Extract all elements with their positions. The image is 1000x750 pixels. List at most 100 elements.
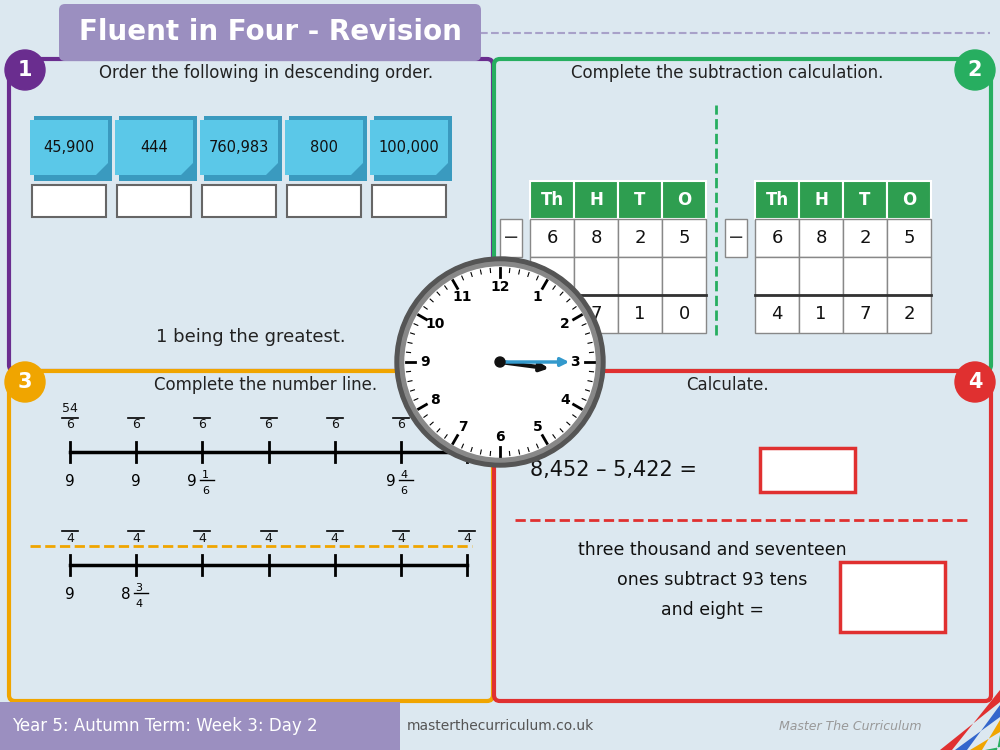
Text: 4: 4 bbox=[265, 532, 272, 544]
Text: 9: 9 bbox=[420, 355, 430, 369]
Text: 8: 8 bbox=[590, 229, 602, 247]
Text: 2: 2 bbox=[634, 229, 646, 247]
Text: 4: 4 bbox=[198, 532, 206, 544]
Text: 4: 4 bbox=[132, 532, 140, 544]
Text: Th: Th bbox=[540, 191, 564, 209]
Bar bbox=[799, 295, 843, 333]
Text: 12: 12 bbox=[490, 280, 510, 294]
Text: 4: 4 bbox=[771, 305, 783, 323]
Bar bbox=[662, 219, 706, 257]
Polygon shape bbox=[96, 163, 108, 175]
Text: 1: 1 bbox=[815, 305, 827, 323]
Text: H: H bbox=[814, 191, 828, 209]
Text: 11: 11 bbox=[453, 290, 472, 304]
Text: 8: 8 bbox=[430, 392, 440, 406]
Bar bbox=[755, 219, 799, 257]
Bar bbox=[618, 295, 662, 333]
Bar bbox=[618, 257, 662, 295]
Bar bbox=[200, 120, 278, 175]
Text: 5: 5 bbox=[903, 229, 915, 247]
Circle shape bbox=[405, 267, 595, 457]
Bar bbox=[287, 185, 361, 217]
Bar bbox=[840, 562, 945, 632]
Text: 4: 4 bbox=[397, 532, 405, 544]
Text: 2: 2 bbox=[903, 305, 915, 323]
Bar bbox=[887, 219, 931, 257]
Bar bbox=[755, 295, 799, 333]
Text: 8: 8 bbox=[121, 587, 131, 602]
Text: O: O bbox=[902, 191, 916, 209]
Text: 7: 7 bbox=[590, 305, 602, 323]
Bar bbox=[574, 219, 618, 257]
Text: 4: 4 bbox=[560, 392, 570, 406]
Circle shape bbox=[955, 362, 995, 402]
Text: 1 being the greatest.: 1 being the greatest. bbox=[156, 328, 346, 346]
Text: O: O bbox=[677, 191, 691, 209]
Text: 760,983: 760,983 bbox=[209, 140, 269, 155]
Bar bbox=[574, 181, 618, 219]
Circle shape bbox=[395, 257, 605, 467]
Text: H: H bbox=[589, 191, 603, 209]
Polygon shape bbox=[955, 705, 1000, 750]
Text: 10: 10 bbox=[425, 317, 445, 332]
Text: Order the following in descending order.: Order the following in descending order. bbox=[99, 64, 433, 82]
Polygon shape bbox=[436, 163, 448, 175]
Bar bbox=[115, 120, 193, 175]
Text: ones subtract 93 tens: ones subtract 93 tens bbox=[617, 571, 808, 589]
Text: 2: 2 bbox=[859, 229, 871, 247]
Bar bbox=[34, 116, 112, 181]
Text: 6: 6 bbox=[771, 229, 783, 247]
Text: 3: 3 bbox=[136, 583, 143, 593]
Text: Year 5: Autumn Term: Week 3: Day 2: Year 5: Autumn Term: Week 3: Day 2 bbox=[12, 717, 318, 735]
Text: 54: 54 bbox=[62, 401, 78, 415]
Text: 2: 2 bbox=[560, 317, 570, 332]
Text: 7: 7 bbox=[859, 305, 871, 323]
Bar bbox=[372, 185, 446, 217]
Bar bbox=[574, 295, 618, 333]
Text: 8: 8 bbox=[815, 229, 827, 247]
Text: 3: 3 bbox=[546, 305, 558, 323]
Bar bbox=[843, 219, 887, 257]
Text: and eight =: and eight = bbox=[661, 601, 764, 619]
Circle shape bbox=[5, 50, 45, 90]
Circle shape bbox=[400, 262, 600, 462]
Text: 6: 6 bbox=[202, 486, 209, 496]
Text: Complete the subtraction calculation.: Complete the subtraction calculation. bbox=[571, 64, 884, 82]
Text: Calculate.: Calculate. bbox=[686, 376, 769, 394]
Bar bbox=[530, 295, 574, 333]
Polygon shape bbox=[985, 735, 1000, 750]
Text: 1: 1 bbox=[18, 60, 32, 80]
Bar bbox=[202, 185, 276, 217]
Bar bbox=[662, 181, 706, 219]
Circle shape bbox=[495, 357, 505, 367]
Text: 6: 6 bbox=[198, 419, 206, 431]
Text: 4: 4 bbox=[136, 599, 143, 609]
Text: 2: 2 bbox=[968, 60, 982, 80]
Text: 6: 6 bbox=[397, 419, 405, 431]
Bar bbox=[285, 120, 363, 175]
Text: 6: 6 bbox=[463, 419, 471, 431]
Text: 45,900: 45,900 bbox=[43, 140, 95, 155]
Text: 800: 800 bbox=[310, 140, 338, 155]
Bar bbox=[500, 219, 522, 257]
Bar bbox=[662, 295, 706, 333]
Bar bbox=[843, 181, 887, 219]
Text: 0: 0 bbox=[678, 305, 690, 323]
Text: 4: 4 bbox=[463, 532, 471, 544]
Text: 1: 1 bbox=[634, 305, 646, 323]
Polygon shape bbox=[970, 720, 1000, 750]
Text: 5: 5 bbox=[678, 229, 690, 247]
FancyBboxPatch shape bbox=[59, 4, 481, 61]
Text: 100,000: 100,000 bbox=[379, 140, 439, 155]
Bar bbox=[843, 295, 887, 333]
Bar bbox=[574, 257, 618, 295]
Bar bbox=[618, 219, 662, 257]
Text: 6: 6 bbox=[495, 430, 505, 444]
Text: Complete the number line.: Complete the number line. bbox=[154, 376, 378, 394]
Bar bbox=[32, 185, 106, 217]
Text: T: T bbox=[859, 191, 871, 209]
FancyBboxPatch shape bbox=[9, 59, 493, 371]
Polygon shape bbox=[351, 163, 363, 175]
Text: 9: 9 bbox=[65, 474, 75, 489]
Text: 9: 9 bbox=[386, 474, 396, 489]
